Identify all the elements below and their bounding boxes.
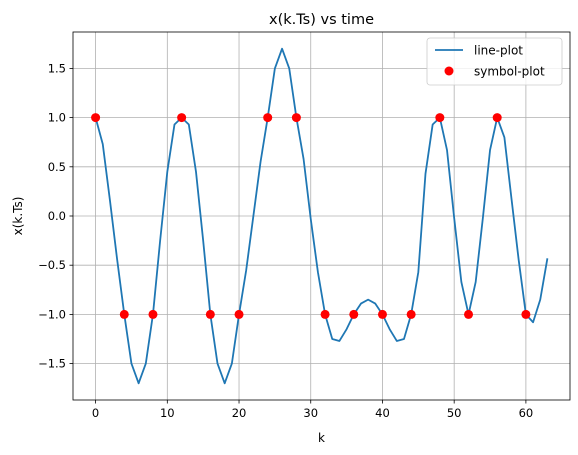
symbol-plot-point [349,309,359,319]
symbol-plot-point [148,309,158,319]
y-tick-label: −1.5 [38,357,66,371]
symbol-plot-point [234,309,244,319]
x-axis-label: k [318,431,325,445]
y-tick-label: 0.5 [48,160,66,174]
symbol-plot-point [320,309,330,319]
x-tick-label: 30 [303,406,318,420]
symbol-plot-point [435,113,445,123]
symbol-plot-point [263,113,273,123]
symbol-plot-point [521,309,531,319]
symbol-plot-point [119,309,129,319]
y-axis-label: x(k.Ts) [11,197,25,236]
y-tick-label: −0.5 [38,258,66,272]
series-symbol-plot [91,113,531,319]
y-axis-ticks: −1.5 −1.0 −0.5 0.0 0.5 1.0 1.5 [38,61,73,371]
y-tick-label: 1.0 [48,111,66,125]
series-line-plot [94,47,549,385]
legend-label-symbol-plot: symbol-plot [474,65,545,79]
symbol-plot-point [91,113,101,123]
x-tick-label: 20 [232,406,247,420]
line-plot-path [94,47,549,385]
y-tick-label: 1.5 [48,61,66,75]
symbol-plot-point [464,309,474,319]
x-axis-ticks: 0 10 20 30 40 50 60 [92,400,533,420]
y-tick-label: −1.0 [38,307,66,321]
x-tick-label: 50 [447,406,462,420]
x-tick-label: 10 [160,406,175,420]
y-tick-label: 0.0 [48,209,66,223]
symbol-plot-point [177,113,187,123]
symbol-plot-point [205,309,215,319]
legend-marker-swatch [444,66,454,76]
x-tick-label: 0 [92,406,99,420]
chart-title: x(k.Ts) vs time [269,12,374,28]
x-tick-label: 60 [519,406,534,420]
symbol-plot-point [291,113,301,123]
legend: line-plot symbol-plot [426,37,563,86]
symbol-plot-point [492,113,502,123]
symbol-plot-point [406,309,416,319]
symbol-plot-point [377,309,387,319]
x-tick-label: 40 [375,406,390,420]
legend-label-line-plot: line-plot [474,44,523,58]
